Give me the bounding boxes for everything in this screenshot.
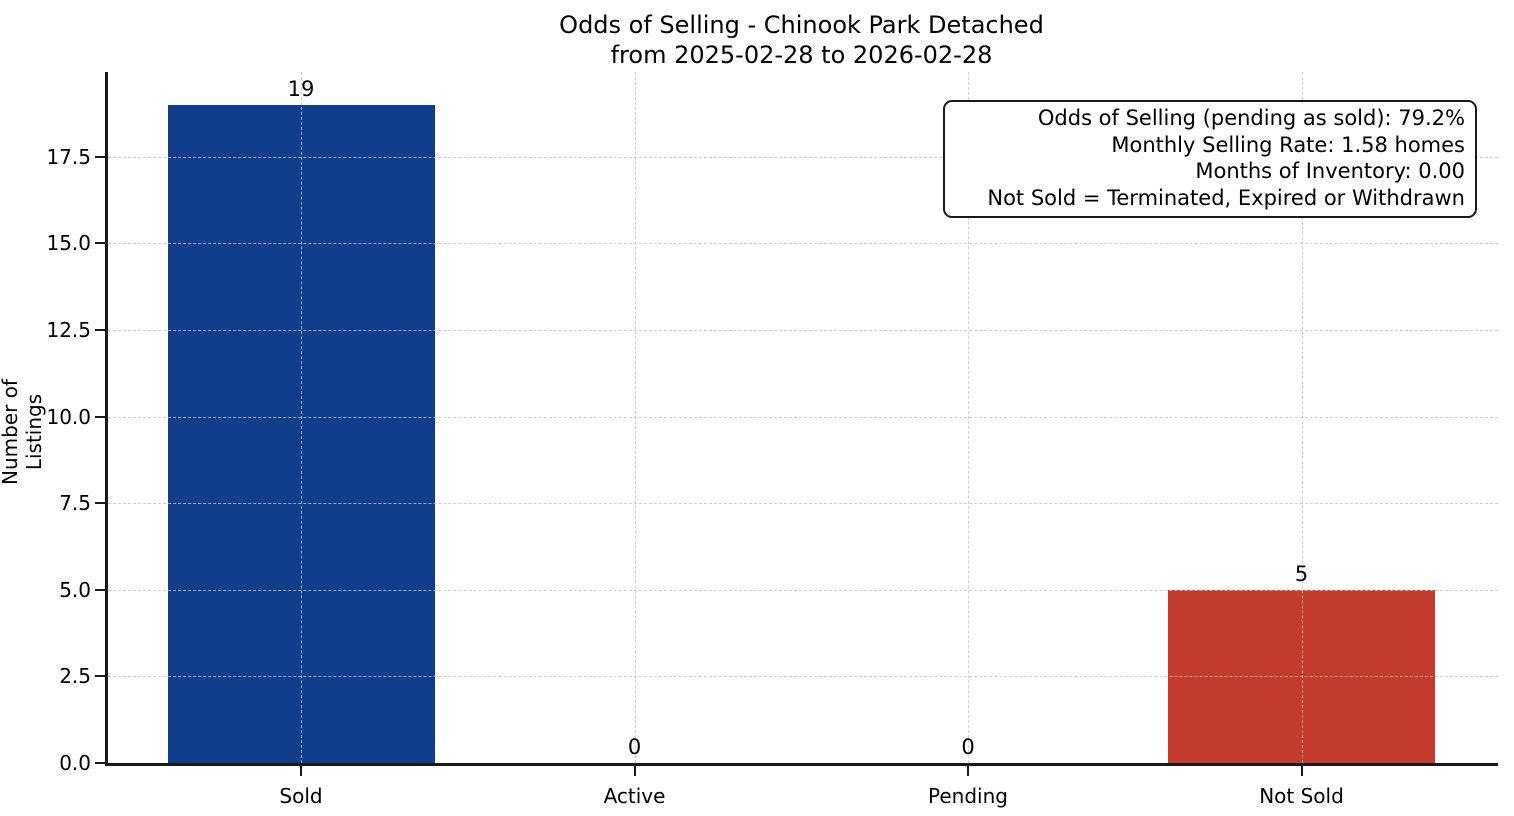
bar-value-label: 5 xyxy=(1294,561,1309,586)
h-gridline xyxy=(108,243,1498,245)
chart-title-line1: Odds of Selling - Chinook Park Detached xyxy=(559,11,1044,39)
bar-value-label: 19 xyxy=(287,76,315,101)
h-gridline xyxy=(108,156,1498,158)
h-gridline xyxy=(108,676,1498,678)
x-tick-mark xyxy=(1300,766,1303,776)
y-axis-label: Number of Listings xyxy=(0,379,46,485)
annotation-box: Odds of Selling (pending as sold): 79.2%… xyxy=(943,100,1477,218)
v-gridline xyxy=(301,72,302,763)
x-tick-label-not-sold: Not Sold xyxy=(1259,784,1344,808)
y-tick-mark xyxy=(95,502,105,505)
x-tick-mark xyxy=(967,766,969,776)
v-gridline xyxy=(968,72,969,763)
plot-area: 0.0 2.5 5.0 7.5 10.0 12.5 15.0 17.5 19 Sold 0 Activ… xyxy=(46,72,1498,808)
h-gridline xyxy=(108,589,1498,591)
y-tick-label: 15.0 xyxy=(46,231,91,256)
h-gridline xyxy=(108,416,1498,418)
h-gridline xyxy=(108,330,1498,332)
y-tick-label: 2.5 xyxy=(59,664,91,689)
y-tick-label: 10.0 xyxy=(46,404,91,429)
chart-title: Odds of Selling - Chinook Park Detached … xyxy=(105,10,1498,70)
bar-value-label: 0 xyxy=(961,735,975,759)
y-tick-label: 17.5 xyxy=(46,144,91,169)
y-tick-mark xyxy=(95,588,105,591)
chart-title-line2: from 2025-02-28 to 2026-02-28 xyxy=(610,41,993,69)
v-gridline xyxy=(634,72,636,763)
y-tick-mark xyxy=(95,329,105,332)
x-tick-label-pending: Pending xyxy=(928,784,1008,808)
annotation-line-inventory: Months of Inventory: 0.00 xyxy=(1195,159,1465,183)
annotation-line-rate: Monthly Selling Rate: 1.58 homes xyxy=(1111,132,1465,157)
y-tick-mark xyxy=(95,415,105,418)
y-tick-label: 12.5 xyxy=(46,318,91,343)
annotation-line-notsold-def: Not Sold = Terminated, Expired or Withdr… xyxy=(987,185,1465,210)
bar-value-label: 0 xyxy=(627,735,642,759)
y-tick-label: 0.0 xyxy=(59,751,91,775)
y-tick-label: 5.0 xyxy=(59,577,91,602)
x-tick-label-active: Active xyxy=(603,784,666,808)
x-tick-mark xyxy=(633,766,636,776)
y-tick-mark xyxy=(95,762,105,764)
y-tick-mark xyxy=(95,675,105,678)
x-tick-label-sold: Sold xyxy=(279,784,323,808)
y-tick-mark xyxy=(95,155,105,158)
v-gridline xyxy=(1301,72,1303,763)
y-tick-label: 7.5 xyxy=(59,491,91,516)
h-gridline xyxy=(108,503,1498,505)
x-tick-mark xyxy=(300,766,302,776)
y-tick-mark xyxy=(95,242,105,245)
annotation-line-odds: Odds of Selling (pending as sold): 79.2% xyxy=(1037,106,1465,130)
